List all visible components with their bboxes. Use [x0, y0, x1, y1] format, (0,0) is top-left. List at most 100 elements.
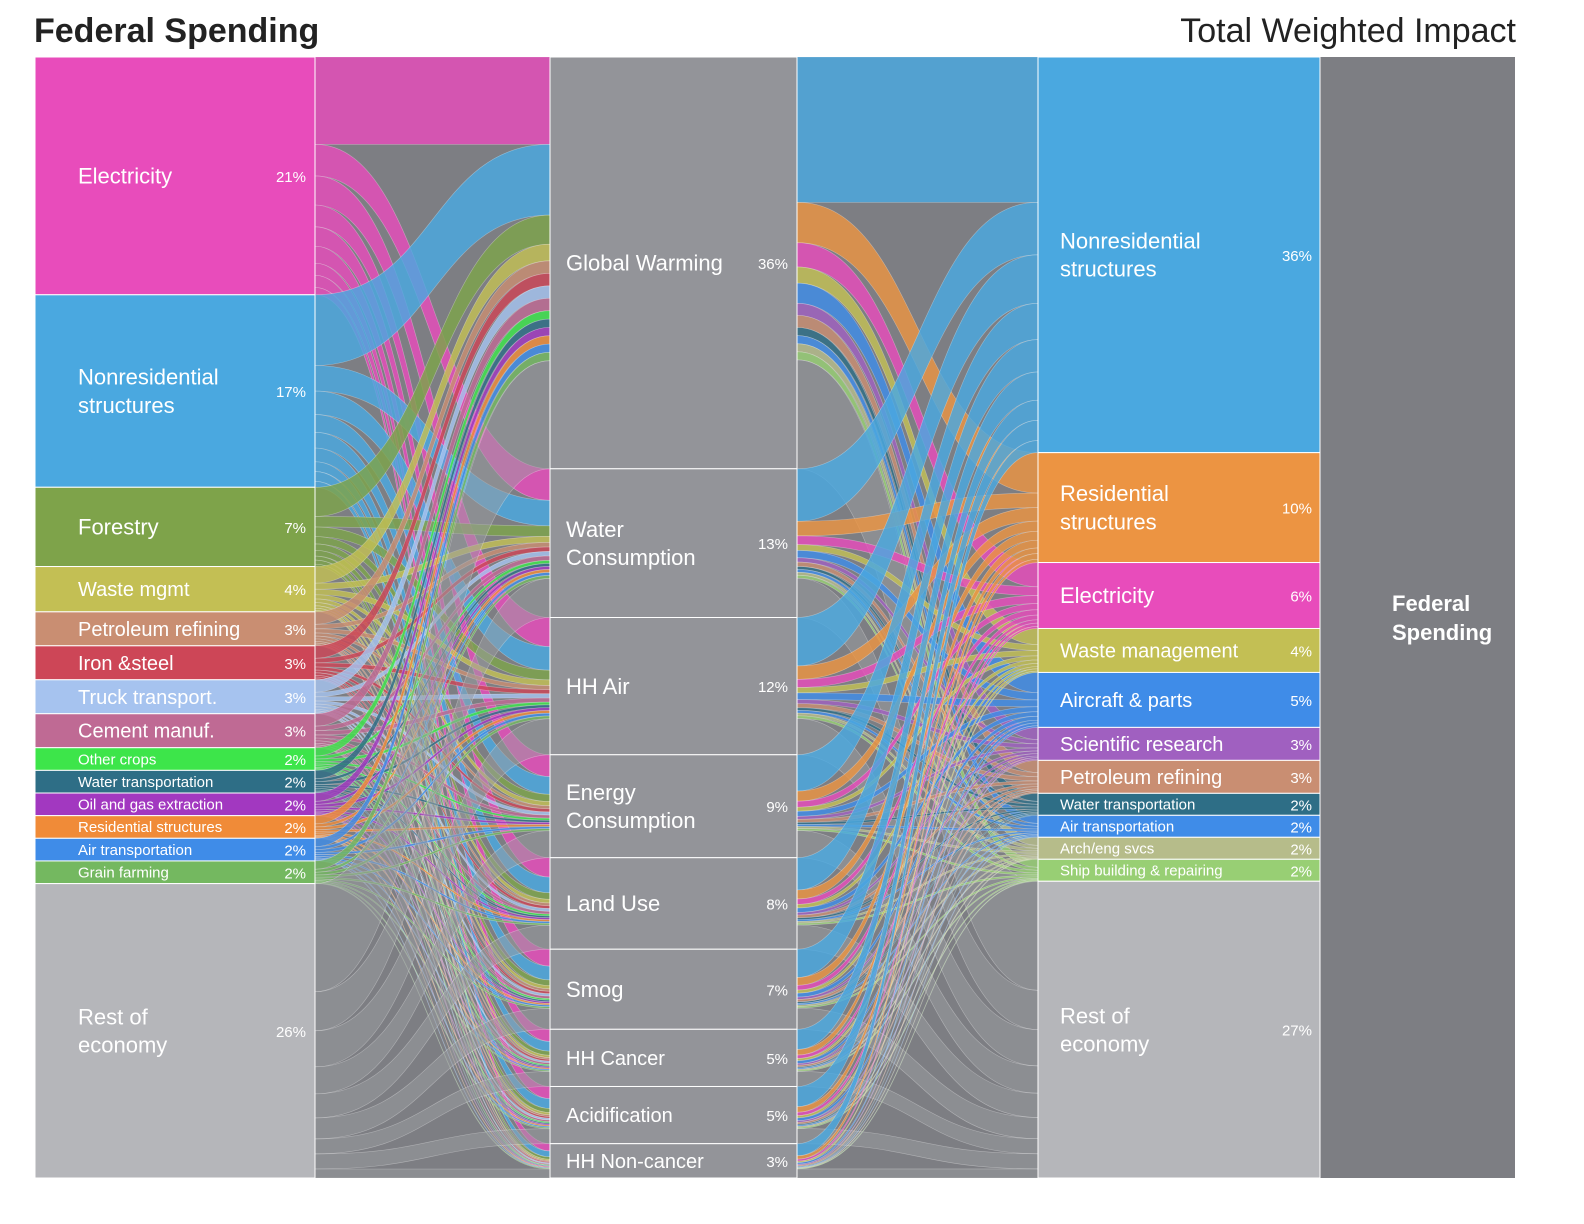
- source-label-waste-mgmt: Waste mgmt: [78, 579, 190, 601]
- impact-node-energy-consumption: [549, 754, 798, 859]
- flow-rest-of-economy-to-hh-non-cancer: [314, 1168, 551, 1179]
- final-pct-petroleum-refining: 3%: [1290, 770, 1312, 787]
- final-node-petroleum-refining: [1037, 759, 1321, 794]
- right-title: Total Weighted Impact: [1180, 12, 1516, 50]
- source-pct-iron-steel: 3%: [284, 656, 306, 673]
- source-pct-residential-structures: 2%: [284, 820, 306, 837]
- source-node-iron-steel: [34, 645, 316, 681]
- source-label-grain-farming: Grain farming: [78, 865, 169, 882]
- source-label-water-transportation: Water transportation: [78, 774, 213, 791]
- sink-label-line-1: Federal: [1392, 591, 1470, 616]
- final-label-rest-of-economy-line-1: Rest of: [1060, 1003, 1131, 1028]
- final-label-water-transportation: Water transportation: [1060, 797, 1195, 814]
- impact-pct-smog: 7%: [766, 982, 788, 999]
- final-label-residential-structures-line-1: Residential: [1060, 481, 1169, 506]
- impact-label-hh-cancer: HH Cancer: [566, 1048, 665, 1070]
- source-node-cement-manuf: [34, 713, 316, 749]
- left-title: Federal Spending: [34, 12, 320, 50]
- final-node-waste-management: [1037, 627, 1321, 673]
- final-label-nonresidential-structures-line-1: Nonresidential: [1060, 228, 1201, 253]
- source-node-nonresidential-structures: [34, 294, 316, 488]
- final-label-scientific-research: Scientific research: [1060, 734, 1223, 756]
- impact-pct-hh-air: 12%: [758, 679, 788, 696]
- impact-label-energy-consumption-line-1: Energy: [566, 780, 636, 805]
- sink-label-line-2: Spending: [1392, 620, 1492, 645]
- impact-node-water-consumption: [549, 468, 798, 619]
- source-label-nonresidential-structures-line-2: structures: [78, 393, 175, 418]
- source-pct-oil-and-gas-extraction: 2%: [284, 797, 306, 814]
- impact-pct-energy-consumption: 9%: [766, 799, 788, 816]
- impact-label-hh-air: HH Air: [566, 674, 630, 699]
- source-node-rest-of-economy: [34, 883, 316, 1179]
- source-label-cement-manuf: Cement manuf.: [78, 721, 215, 743]
- sink-node-federal-spending: [1320, 57, 1515, 1178]
- source-pct-grain-farming: 2%: [284, 865, 306, 882]
- final-pct-waste-management: 4%: [1290, 643, 1312, 660]
- impact-label-land-use: Land Use: [566, 891, 660, 916]
- impact-pct-hh-non-cancer: 3%: [766, 1154, 788, 1171]
- flow-electricity-to-global-warming: [314, 56, 551, 145]
- source-pct-waste-mgmt: 4%: [284, 582, 306, 599]
- source-label-air-transportation: Air transportation: [78, 842, 192, 859]
- impact-pct-land-use: 8%: [766, 896, 788, 913]
- source-pct-cement-manuf: 3%: [284, 724, 306, 741]
- impact-pct-hh-cancer: 5%: [766, 1051, 788, 1068]
- final-node-scientific-research: [1037, 726, 1321, 761]
- source-pct-petroleum-refining: 3%: [284, 622, 306, 639]
- source-pct-rest-of-economy: 26%: [276, 1024, 306, 1041]
- final-label-nonresidential-structures-line-2: structures: [1060, 257, 1157, 282]
- right-flows: [796, 56, 1039, 1179]
- impact-node-hh-non-cancer: [549, 1143, 798, 1179]
- source-label-electricity: Electricity: [78, 164, 172, 189]
- final-pct-ship-building-repairing: 2%: [1290, 863, 1312, 880]
- source-pct-nonresidential-structures: 17%: [276, 384, 306, 401]
- source-label-petroleum-refining: Petroleum refining: [78, 619, 240, 641]
- final-node-rest-of-economy: [1037, 880, 1321, 1179]
- flow-hh-non-cancer-to-rest-of-economy: [796, 1168, 1039, 1179]
- final-pct-aircraft-parts: 5%: [1290, 693, 1312, 710]
- impact-node-hh-air: [549, 617, 798, 756]
- impact-label-smog: Smog: [566, 977, 623, 1002]
- sink-connector-nonresidential-structures: [1320, 0, 1360, 57]
- source-node-other-crops: [34, 747, 316, 771]
- impact-pct-global-warming: 36%: [758, 256, 788, 273]
- source-node-grain-farming: [34, 860, 316, 885]
- source-pct-water-transportation: 2%: [284, 775, 306, 792]
- final-label-arch-eng-svcs: Arch/eng svcs: [1060, 841, 1154, 858]
- source-label-rest-of-economy-line-1: Rest of: [78, 1004, 149, 1029]
- flow-global-warming-to-nonresidential-structures: [796, 56, 1039, 203]
- impact-label-water-consumption-line-1: Water: [566, 517, 624, 542]
- impact-label-energy-consumption-line-2: Consumption: [566, 808, 696, 833]
- source-label-truck-transport: Truck transport.: [78, 687, 217, 709]
- source-label-other-crops: Other crops: [78, 751, 156, 768]
- final-label-aircraft-parts: Aircraft & parts: [1060, 690, 1192, 712]
- final-pct-water-transportation: 2%: [1290, 797, 1312, 814]
- impact-node-acidification: [549, 1085, 798, 1145]
- final-label-ship-building-repairing: Ship building & repairing: [1060, 863, 1223, 880]
- impact-node-land-use: [549, 857, 798, 950]
- final-node-residential-structures: [1037, 452, 1321, 564]
- source-label-oil-and-gas-extraction: Oil and gas extraction: [78, 797, 223, 814]
- source-label-rest-of-economy-line-2: economy: [78, 1033, 167, 1058]
- source-node-forestry: [34, 486, 316, 568]
- final-pct-electricity: 6%: [1290, 589, 1312, 606]
- impact-label-acidification: Acidification: [566, 1105, 673, 1127]
- final-pct-air-transportation: 2%: [1290, 819, 1312, 836]
- final-pct-arch-eng-svcs: 2%: [1290, 841, 1312, 858]
- final-label-electricity: Electricity: [1060, 583, 1154, 608]
- impact-pct-acidification: 5%: [766, 1108, 788, 1125]
- final-label-residential-structures-line-2: structures: [1060, 509, 1157, 534]
- source-pct-other-crops: 2%: [284, 752, 306, 769]
- impact-label-global-warming: Global Warming: [566, 251, 723, 276]
- final-pct-nonresidential-structures: 36%: [1282, 248, 1312, 265]
- final-node-nonresidential-structures: [1037, 56, 1321, 454]
- nodes: [34, 0, 1515, 1179]
- final-node-electricity: [1037, 562, 1321, 629]
- source-node-waste-mgmt: [34, 566, 316, 613]
- left-flows: [314, 56, 551, 1179]
- source-pct-truck-transport: 3%: [284, 690, 306, 707]
- source-label-residential-structures: Residential structures: [78, 819, 222, 836]
- final-pct-residential-structures: 10%: [1282, 501, 1312, 518]
- source-pct-forestry: 7%: [284, 520, 306, 537]
